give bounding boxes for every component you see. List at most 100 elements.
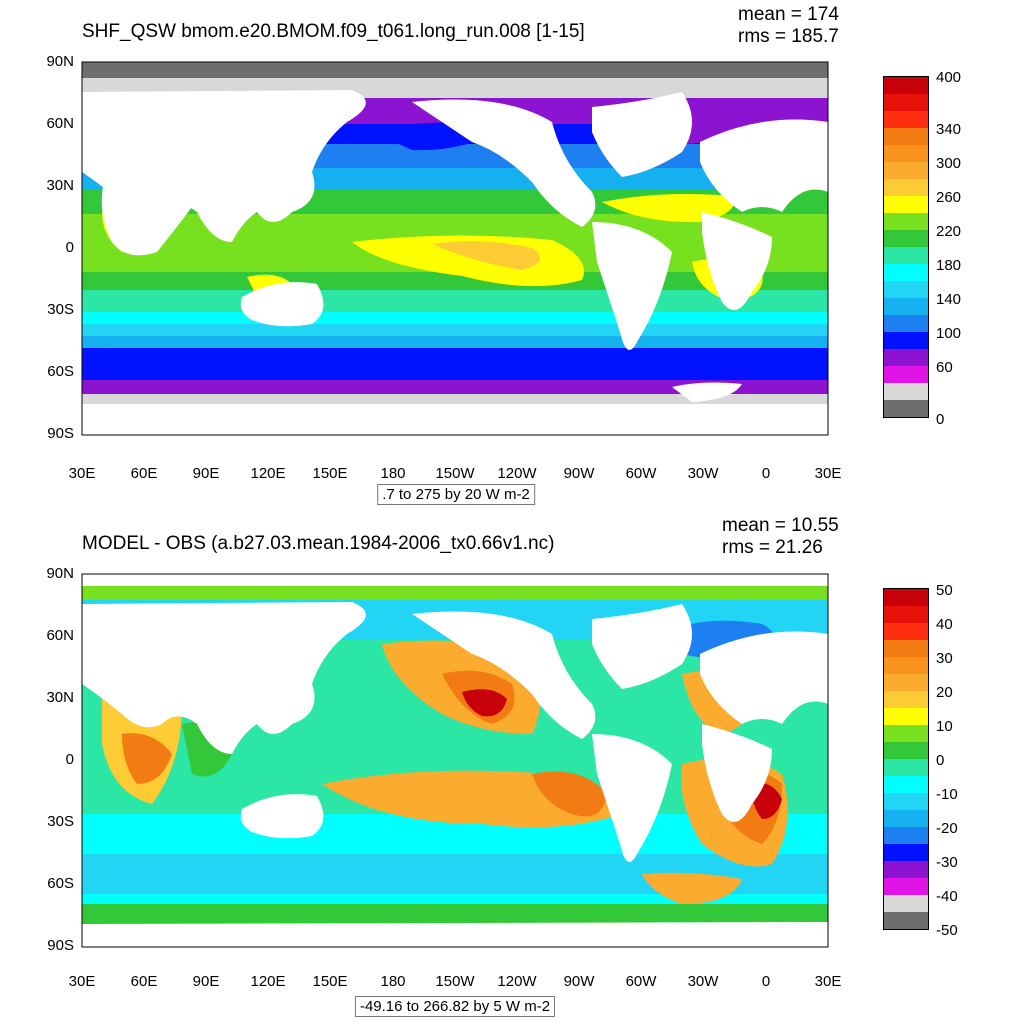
y-label: 60N [46,627,74,644]
colorbar-label: 400 [936,69,962,86]
colorbar-label: 140 [936,291,962,308]
colorbar-label: 60 [936,359,953,376]
y-label: 90S [47,425,74,442]
rms-stat: rms = 21.26 [722,537,823,558]
colorbar-swatch [884,810,928,827]
colorbar-label: 300 [936,155,962,172]
y-label: 30N [46,177,74,194]
map-plot [81,61,829,436]
y-label: 30S [47,813,74,830]
colorbar-swatch [884,383,928,400]
colorbar-label: 180 [936,257,962,274]
x-label: 150E [312,973,348,990]
x-label: 150W [435,465,475,482]
x-label: 30E [68,973,96,990]
colorbar-swatch [884,742,928,759]
colorbar-swatch [884,94,928,111]
colorbar-swatch [884,691,928,708]
colorbar-swatch [884,861,928,878]
y-label: 60S [47,363,74,380]
colorbar-label: 20 [936,684,953,701]
y-label: 90N [46,565,74,582]
x-label: 30W [687,973,719,990]
x-label: 120W [497,465,537,482]
contour-info-box: .7 to 275 by 20 W m-2 [377,484,535,505]
colorbar-swatch [884,281,928,298]
colorbar-swatch [884,128,928,145]
colorbar-label: 40 [936,616,953,633]
mean-stat: mean = 10.55 [722,515,839,536]
x-label: 60W [625,973,657,990]
map-plot [81,573,829,948]
contour-info-box: -49.16 to 266.82 by 5 W m-2 [354,996,556,1017]
colorbar-swatch [884,827,928,844]
colorbar-swatch [884,725,928,742]
x-label: 90E [192,973,220,990]
colorbar-swatch [884,640,928,657]
y-label: 30S [47,301,74,318]
colorbar-swatch [884,77,928,94]
colorbar-swatch [884,708,928,725]
colorbar-swatch [884,400,928,417]
colorbar-label: 340 [936,121,962,138]
colorbar-swatch [884,213,928,230]
colorbar-swatch [884,674,928,691]
x-label: 60E [130,465,158,482]
colorbar-swatch [884,145,928,162]
colorbar-label: 50 [936,582,953,599]
colorbar-label: -50 [936,922,958,939]
colorbar-swatch [884,332,928,349]
colorbar-swatch [884,349,928,366]
colorbar-label: -40 [936,888,958,905]
x-label: 120W [497,973,537,990]
colorbar-swatch [884,179,928,196]
colorbar-swatch [884,264,928,281]
colorbar-swatch [884,657,928,674]
colorbar-swatch [884,912,928,929]
colorbar-swatch [884,844,928,861]
colorbar-label: 100 [936,325,962,342]
colorbar [883,76,929,418]
y-label: 0 [65,751,74,768]
x-label: 120E [250,973,286,990]
panel-bottom: MODEL - OBS (a.b27.03.mean.1984-2006_tx0… [0,512,1024,1024]
x-label: 30E [68,465,96,482]
colorbar-label: 260 [936,189,962,206]
colorbar-swatch [884,776,928,793]
colorbar-swatch [884,878,928,895]
x-label: 60E [130,973,158,990]
colorbar-swatch [884,793,928,810]
mean-stat: mean = 174 [738,4,839,25]
x-label: 150W [435,973,475,990]
colorbar-label: 30 [936,650,953,667]
colorbar-swatch [884,895,928,912]
colorbar-swatch [884,298,928,315]
x-label: 30E [814,465,842,482]
x-label: 90W [563,973,595,990]
y-label: 90S [47,937,74,954]
y-label: 0 [65,239,74,256]
colorbar-label: -30 [936,854,958,871]
colorbar-label: 10 [936,718,953,735]
colorbar-swatch [884,366,928,383]
colorbar-swatch [884,230,928,247]
colorbar-label: 220 [936,223,962,240]
colorbar-swatch [884,759,928,776]
x-label: 120E [250,465,286,482]
colorbar-label: -10 [936,786,958,803]
panel-title: SHF_QSW bmom.e20.BMOM.f09_t061.long_run.… [82,21,585,42]
x-label: 30E [814,973,842,990]
colorbar-swatch [884,606,928,623]
x-label: 90E [192,465,220,482]
y-label: 90N [46,53,74,70]
colorbar-swatch [884,623,928,640]
rms-stat: rms = 185.7 [738,26,839,47]
panel-top: SHF_QSW bmom.e20.BMOM.f09_t061.long_run.… [46,4,962,505]
y-label: 60S [47,875,74,892]
colorbar-label: 0 [936,411,945,428]
colorbar-swatch [884,247,928,264]
x-label: 180 [380,465,406,482]
x-label: 60W [625,465,657,482]
colorbar-swatch [884,162,928,179]
y-label: 30N [46,689,74,706]
